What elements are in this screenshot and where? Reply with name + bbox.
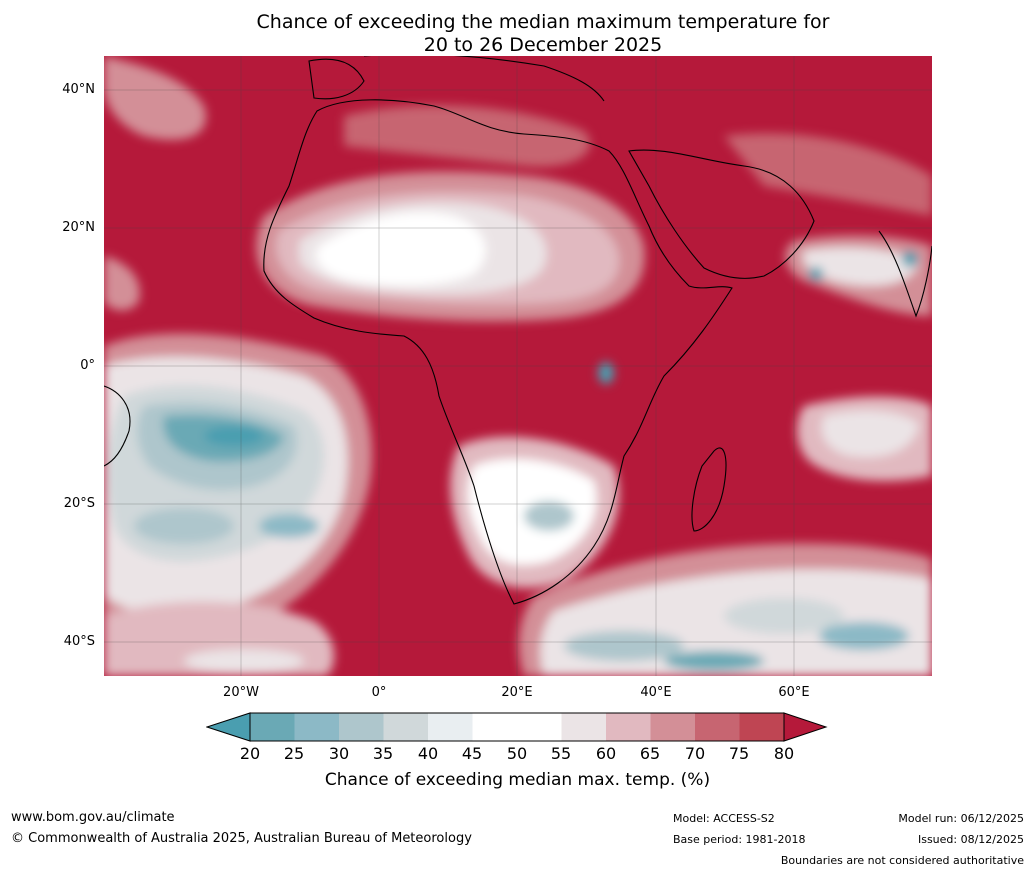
colorbar-cell [739,713,784,741]
colorbar-cell [250,713,295,741]
lat-label-equator: 0° [80,358,95,373]
colorbar-tick: 50 [506,744,528,763]
colorbar-cell [383,713,428,741]
model-run-date: Model run: 06/12/2025 [898,812,1024,825]
probability-fields [104,56,932,676]
colorbar-tick: 65 [639,744,661,763]
colorbar-cell [339,713,384,741]
colorbar-cell [695,713,740,741]
lat-label-40n: 40°N [62,82,95,97]
colorbar-cell [606,713,651,741]
colorbar-cells [206,712,828,742]
lon-label-20w: 20°W [223,685,259,700]
lon-label-20e: 20°E [501,685,533,700]
colorbar-label: Chance of exceeding median max. temp. (%… [324,770,711,790]
boundary-disclaimer: Boundaries are not considered authoritat… [780,854,1024,867]
lon-label-0: 0° [371,685,387,700]
map-title-line1: Chance of exceeding the median maximum t… [256,11,830,33]
colorbar-tick: 40 [417,744,439,763]
colorbar-extend-low [206,712,251,742]
colorbar-cell [294,713,339,741]
graticule [104,56,932,676]
lon-label-40e: 40°E [640,685,672,700]
lat-label-20s: 20°S [63,496,95,511]
lat-label-40s: 40°S [63,634,95,649]
colorbar-cell [428,713,473,741]
lon-label-60e: 60°E [778,685,810,700]
colorbar-cell [650,713,695,741]
copyright-notice: © Commonwealth of Australia 2025, Austra… [11,831,472,846]
colorbar-tick: 75 [728,744,750,763]
map-title-line2: 20 to 26 December 2025 [423,34,663,56]
map-canvas [104,56,932,676]
coastlines [104,56,932,605]
base-period: Base period: 1981-2018 [673,833,806,846]
colorbar-tick: 30 [328,744,350,763]
colorbar-extend-high [783,712,828,742]
colorbar-tick: 35 [372,744,394,763]
colorbar-tick: 20 [239,744,261,763]
colorbar-cell [517,713,562,741]
issued-date: Issued: 08/12/2025 [917,833,1024,846]
colorbar-tick: 45 [461,744,483,763]
colorbar-tick: 60 [595,744,617,763]
colorbar-tick: 25 [283,744,305,763]
probability-map [104,56,932,676]
bom-url: www.bom.gov.au/climate [11,810,175,825]
colorbar-tick: 55 [550,744,572,763]
model-name: Model: ACCESS-S2 [673,812,775,825]
colorbar-border [249,712,785,742]
colorbar-tick: 70 [684,744,706,763]
colorbar-cell [561,713,606,741]
colorbar-cell [472,713,517,741]
colorbar [206,712,828,742]
lat-label-20n: 20°N [62,220,95,235]
colorbar-tick: 80 [773,744,795,763]
